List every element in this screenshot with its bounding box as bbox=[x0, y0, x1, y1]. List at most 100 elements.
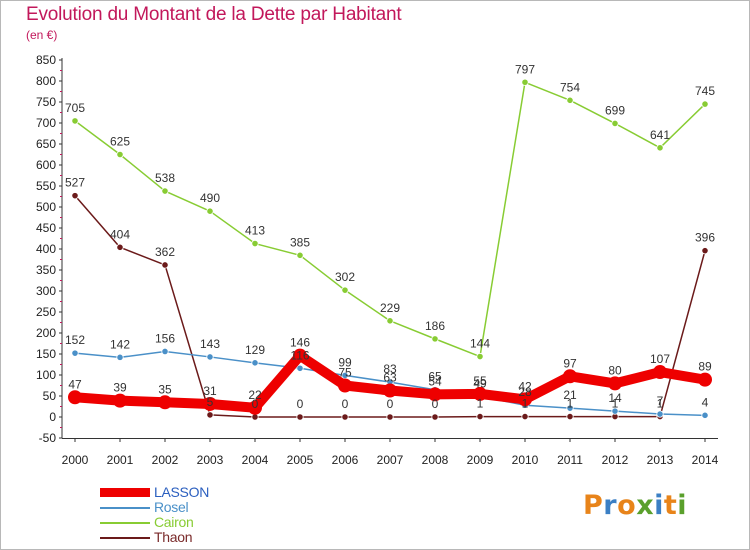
data-label: 83 bbox=[383, 362, 397, 376]
data-point bbox=[71, 349, 79, 357]
legend-item-thaon: Thaon bbox=[100, 529, 300, 545]
data-label: 396 bbox=[695, 231, 715, 245]
data-label: 65 bbox=[428, 370, 442, 384]
data-point bbox=[203, 396, 217, 411]
legend-item-cairon: Cairon bbox=[100, 514, 300, 530]
data-point bbox=[431, 335, 439, 343]
data-point bbox=[161, 187, 169, 195]
data-label: 143 bbox=[200, 337, 220, 351]
data-label: 75 bbox=[338, 366, 352, 380]
data-point bbox=[473, 386, 487, 401]
x-tick-label: 2014 bbox=[692, 453, 719, 467]
data-point bbox=[206, 353, 214, 361]
data-label: 385 bbox=[290, 235, 310, 249]
legend-swatch bbox=[100, 537, 150, 539]
data-label: 1 bbox=[612, 397, 619, 411]
data-label: 705 bbox=[65, 101, 85, 115]
data-point bbox=[248, 400, 262, 415]
data-point bbox=[116, 243, 124, 251]
series-cairon bbox=[71, 78, 709, 361]
data-point bbox=[206, 207, 214, 215]
data-point bbox=[158, 395, 172, 410]
y-tick-label: 0 bbox=[49, 410, 56, 424]
data-label: 1 bbox=[567, 397, 574, 411]
data-point bbox=[518, 392, 532, 407]
data-point bbox=[116, 150, 124, 159]
logo-letter: i bbox=[677, 490, 688, 521]
data-label: 146 bbox=[290, 336, 310, 350]
data-label: 99 bbox=[338, 355, 352, 369]
series-lasson bbox=[68, 348, 712, 415]
data-point bbox=[113, 393, 127, 408]
y-tick-label: 600 bbox=[36, 158, 56, 172]
data-label: 7 bbox=[657, 394, 664, 408]
data-point bbox=[566, 404, 574, 412]
x-tick-label: 2005 bbox=[287, 453, 314, 467]
data-label: 22 bbox=[248, 388, 262, 402]
x-tick-label: 2007 bbox=[377, 453, 404, 467]
data-label: 186 bbox=[425, 319, 445, 333]
data-point bbox=[293, 348, 307, 363]
legend-swatch bbox=[100, 522, 150, 524]
data-point bbox=[341, 286, 349, 294]
data-point bbox=[296, 251, 304, 259]
labels-lasson: 47 39 35 31 22 146 75 63 54 55 42 97 80 107 89 bbox=[68, 336, 712, 402]
data-point bbox=[701, 100, 709, 108]
series-line bbox=[74, 81, 706, 358]
data-point bbox=[338, 378, 352, 393]
data-label: 302 bbox=[335, 270, 355, 284]
labels-cairon: 705 625 538 490 413 385 302 229 186 144 797 754 699 6… bbox=[65, 62, 715, 350]
y-tick-label: 450 bbox=[36, 221, 56, 235]
data-point bbox=[383, 383, 397, 398]
legend: LASSON Rosel Cairon Thaon bbox=[100, 484, 300, 545]
y-tick-label: 850 bbox=[36, 53, 56, 67]
data-label: 152 bbox=[65, 333, 85, 347]
x-tick-label: 2012 bbox=[602, 453, 629, 467]
data-label: 89 bbox=[698, 360, 712, 374]
data-label: 0 bbox=[297, 397, 304, 411]
data-label: 55 bbox=[473, 374, 487, 388]
data-label: 31 bbox=[203, 384, 217, 398]
data-label: 156 bbox=[155, 331, 175, 345]
legend-label: Thaon bbox=[154, 529, 193, 545]
data-point bbox=[653, 365, 667, 380]
data-label: 54 bbox=[428, 374, 442, 388]
data-label: 754 bbox=[560, 80, 580, 94]
data-label: 1 bbox=[522, 397, 529, 411]
data-label: 28 bbox=[518, 385, 532, 399]
data-point bbox=[521, 78, 529, 86]
y-tick-label: 550 bbox=[36, 179, 56, 193]
y-tick-label: 100 bbox=[36, 368, 56, 382]
data-point bbox=[71, 117, 79, 125]
data-label: 490 bbox=[200, 191, 220, 205]
data-point bbox=[161, 261, 169, 269]
legend-swatch bbox=[100, 488, 150, 497]
y-tick-label: 250 bbox=[36, 305, 56, 319]
legend-label: Cairon bbox=[154, 514, 194, 530]
legend-swatch bbox=[100, 507, 150, 509]
plot-area: 527 404 362 5 0 0 0 0 0 1 1 1 1 1 396 705 625 538 490 413 38… bbox=[65, 62, 715, 421]
y-tick-label: 650 bbox=[36, 137, 56, 151]
x-tick-label: 2008 bbox=[422, 453, 449, 467]
x-tick-label: 2010 bbox=[512, 453, 539, 467]
data-point bbox=[296, 413, 304, 421]
x-tick-label: 2000 bbox=[62, 453, 89, 467]
data-label: 527 bbox=[65, 176, 85, 190]
x-tick-label: 2004 bbox=[242, 453, 269, 467]
x-tick-label: 2003 bbox=[197, 453, 224, 467]
data-label: 699 bbox=[605, 103, 625, 117]
data-label: 1 bbox=[657, 397, 664, 411]
data-label: 144 bbox=[470, 337, 490, 351]
y-tick-label: 700 bbox=[36, 116, 56, 130]
chart-title: Evolution du Montant de la Dette par Hab… bbox=[26, 4, 402, 25]
data-point bbox=[611, 407, 619, 415]
data-point bbox=[566, 96, 574, 104]
data-point bbox=[161, 347, 169, 356]
labels-thaon: 527 404 362 5 0 0 0 0 0 1 1 1 1 1 396 bbox=[65, 176, 715, 411]
logo-letter: t bbox=[663, 490, 678, 521]
y-tick-label: -50 bbox=[39, 431, 57, 445]
data-label: 362 bbox=[155, 245, 175, 259]
data-point bbox=[656, 144, 664, 152]
